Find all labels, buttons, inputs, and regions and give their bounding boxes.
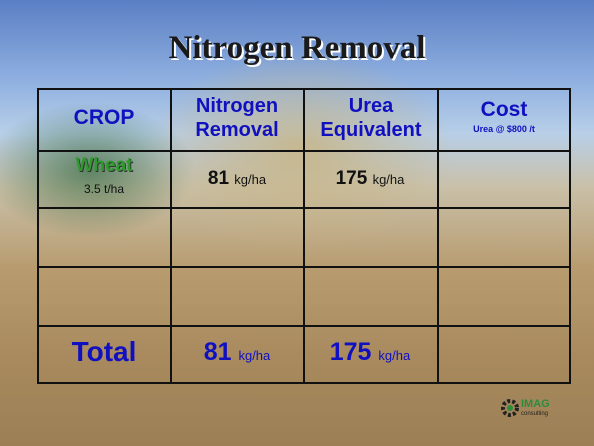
logo-name: IMAG [521,398,550,410]
table-border [437,88,439,384]
total-label: Total [71,336,137,367]
column-header: Urea Equivalent [320,95,422,141]
table-border [37,266,571,268]
nitrogen-value: 81 [203,338,232,366]
crop-name: Wheat [75,155,133,176]
column-header: CROP [73,106,135,129]
unit: kg/ha [372,172,405,187]
unit: kg/ha [234,172,267,187]
nitrogen-value: 81 [207,168,230,189]
column-header: Cost [480,98,528,121]
logo-gear [501,399,519,417]
urea-value: 175 [329,338,372,366]
total-nitrogen: 81 kg/ha [172,338,302,367]
table-border [37,207,571,209]
slide-title: Nitrogen Removal [168,30,426,66]
column-header: Nitrogen Removal [195,95,279,141]
total-urea: 175 kg/ha [305,338,435,367]
table-border [170,88,172,384]
unit: kg/ha [378,348,411,363]
urea-value: 175 [335,168,368,189]
crop-yield: 3.5 t/ha [83,182,125,196]
column-note: Urea @ $800 /t [473,124,535,134]
table-border [37,88,571,90]
table-border [37,88,39,384]
urea-cell: 175 kg/ha [305,168,435,190]
logo-tagline: consulting [521,411,549,417]
table-border [37,325,571,327]
table-border [303,88,305,384]
table-border [37,150,571,152]
table-border [569,88,571,384]
table-border [37,382,571,384]
nitrogen-cell: 81 kg/ha [172,168,302,190]
unit: kg/ha [238,348,271,363]
